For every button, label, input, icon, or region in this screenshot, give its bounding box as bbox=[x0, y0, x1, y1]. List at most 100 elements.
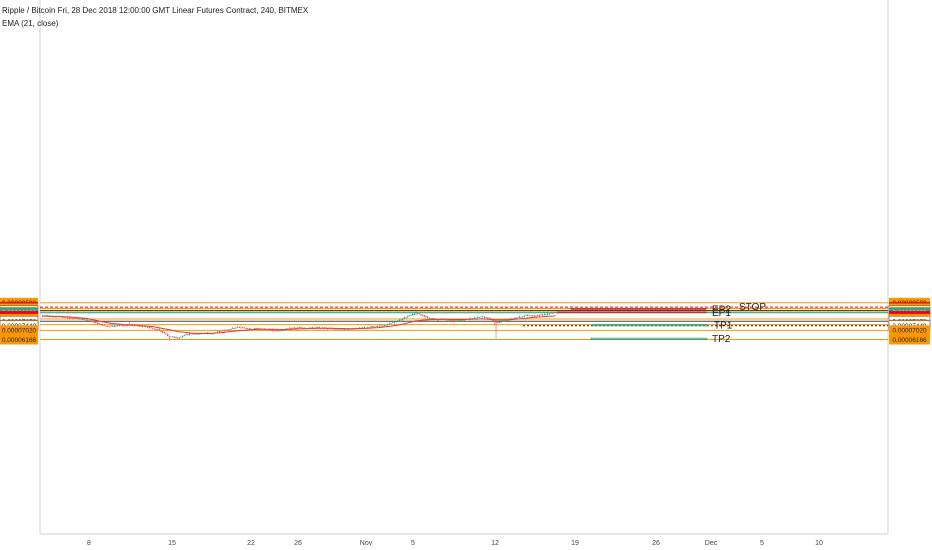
candle-body bbox=[488, 318, 491, 319]
candle-body bbox=[218, 331, 221, 333]
candle-body bbox=[422, 314, 424, 316]
price-tag-label: 0.00007020 bbox=[892, 328, 927, 335]
candle-body bbox=[88, 320, 90, 322]
candle-body bbox=[512, 318, 514, 320]
price-tag bbox=[0, 334, 38, 345]
candle-body bbox=[480, 316, 482, 318]
candle-body bbox=[517, 317, 519, 319]
candle-body bbox=[522, 316, 524, 318]
candle-body bbox=[525, 315, 527, 316]
candle-body bbox=[527, 315, 529, 316]
candle-body bbox=[70, 317, 72, 319]
candle-body bbox=[238, 327, 241, 328]
candle-body bbox=[217, 331, 219, 333]
price-tag bbox=[889, 334, 930, 345]
candle-body bbox=[87, 319, 89, 321]
candle-body bbox=[225, 330, 227, 331]
price-tag-label: 0.00006166 bbox=[892, 337, 927, 344]
candle-body bbox=[182, 336, 184, 338]
candle-body bbox=[143, 326, 145, 327]
plot-area[interactable] bbox=[40, 0, 888, 534]
candle-body bbox=[68, 317, 70, 319]
candle-body bbox=[318, 327, 321, 329]
candle-body bbox=[82, 319, 84, 320]
candle-body bbox=[127, 325, 129, 326]
candle-body bbox=[77, 318, 79, 320]
candle-body bbox=[123, 325, 125, 327]
candles bbox=[42, 308, 556, 342]
candle-body bbox=[413, 314, 416, 316]
candle-body bbox=[378, 325, 381, 327]
candle-body bbox=[415, 313, 417, 315]
candle-body bbox=[427, 316, 429, 318]
candle-body bbox=[170, 336, 172, 338]
candle-body bbox=[280, 330, 282, 332]
candle-body bbox=[312, 327, 314, 329]
candle-body bbox=[290, 328, 292, 329]
candle-body bbox=[545, 314, 547, 316]
candle-body bbox=[380, 325, 382, 327]
candle-body bbox=[107, 326, 109, 327]
candle-body bbox=[193, 333, 195, 335]
candle-body bbox=[295, 327, 297, 329]
candle-body bbox=[452, 319, 454, 321]
candle-body bbox=[113, 325, 115, 327]
candle-body bbox=[417, 312, 419, 314]
candle-body bbox=[372, 326, 374, 328]
level-lines bbox=[40, 302, 888, 341]
candle-body bbox=[402, 318, 404, 320]
candle-body bbox=[112, 326, 114, 327]
candle-body bbox=[145, 326, 147, 328]
candle-body bbox=[425, 315, 427, 318]
candle-body bbox=[333, 328, 336, 330]
candle-body bbox=[240, 327, 242, 329]
candle-body bbox=[345, 329, 347, 331]
candle-body bbox=[85, 319, 87, 321]
candle-body bbox=[150, 327, 152, 329]
candle-body bbox=[93, 321, 95, 323]
candle-body bbox=[510, 318, 512, 320]
candle-body bbox=[470, 318, 472, 320]
candle-body bbox=[302, 327, 304, 329]
price-tag-label: 0.00006166 bbox=[2, 337, 37, 344]
candle-body bbox=[178, 337, 180, 339]
zone-ep2 bbox=[570, 308, 707, 310]
price-labels: 0.000095930.000095930.000091900.00009190… bbox=[0, 297, 931, 345]
candle-body bbox=[272, 329, 274, 331]
candle-body bbox=[248, 328, 251, 330]
candle-body bbox=[162, 331, 164, 333]
candle-body bbox=[548, 313, 551, 315]
candle-body bbox=[373, 326, 376, 328]
candle-body bbox=[508, 318, 511, 320]
candle-body bbox=[472, 318, 474, 319]
candle-body bbox=[245, 328, 247, 330]
candle-body bbox=[492, 320, 494, 321]
candle-body bbox=[232, 328, 234, 329]
candle-body bbox=[220, 331, 222, 332]
candle-body bbox=[478, 317, 481, 318]
candle-body bbox=[298, 327, 301, 328]
candle-body bbox=[390, 323, 392, 325]
candle-body bbox=[528, 314, 531, 316]
candle-body bbox=[292, 327, 294, 329]
candle-body bbox=[407, 315, 409, 318]
annotation-tp2: TP2 bbox=[712, 334, 731, 345]
x-axis-ticks: 8 15 22 26 Nov 5 12 19 26 Dec 5 10 bbox=[87, 540, 823, 547]
x-tick-label: 15 bbox=[168, 540, 176, 547]
candle-body bbox=[152, 328, 154, 329]
candle-body bbox=[542, 314, 544, 316]
candle-body bbox=[142, 326, 144, 327]
candle-body bbox=[192, 333, 194, 335]
x-tick-label: 26 bbox=[652, 540, 660, 547]
candle-body bbox=[383, 325, 386, 326]
candle-body bbox=[223, 330, 226, 332]
candle-body bbox=[185, 334, 187, 335]
candle-body bbox=[537, 315, 539, 317]
x-tick-label: 5 bbox=[760, 540, 764, 547]
candle-body bbox=[73, 318, 75, 320]
candle-body bbox=[405, 317, 407, 319]
candle-body bbox=[530, 315, 532, 316]
candle-body bbox=[100, 324, 102, 326]
